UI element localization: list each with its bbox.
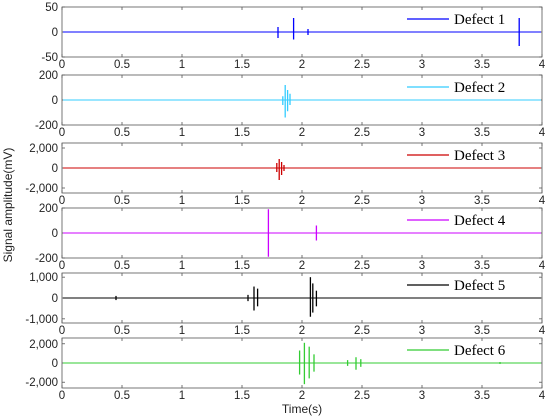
x-tick-label: 1 [179, 195, 185, 207]
y-tick-label: -200 [35, 253, 58, 265]
legend-label: Defect 1 [454, 12, 505, 28]
x-tick-label: 1.5 [234, 325, 250, 337]
y-tick-label: 0 [52, 293, 58, 305]
y-tick-label: 0 [52, 27, 58, 39]
x-tick-label: 2 [299, 325, 305, 337]
x-tick-label: 1.5 [234, 195, 250, 207]
x-tick-label: 3.5 [474, 260, 490, 272]
x-tick-label: 2 [299, 390, 305, 402]
y-tick-label: 0 [52, 358, 58, 370]
x-tick-label: 1 [179, 260, 185, 272]
x-tick-label: 3.5 [474, 325, 490, 337]
y-tick-label: 1,000 [29, 272, 58, 284]
y-tick-label: 200 [39, 70, 58, 82]
x-tick-label: 1.5 [234, 390, 250, 402]
y-tick-label: 2,000 [29, 143, 58, 155]
x-tick-label: 3.5 [474, 195, 490, 207]
y-tick-label: -200 [35, 120, 58, 132]
y-tick-label: -1,000 [25, 314, 58, 326]
y-tick-label: -2,000 [25, 377, 58, 389]
x-tick-label: 0.5 [114, 260, 130, 272]
x-tick-label: 1 [179, 325, 185, 337]
x-tick-label: 4 [539, 390, 546, 402]
x-tick-label: 3 [419, 325, 425, 337]
x-tick-label: 0 [59, 260, 65, 272]
x-tick-label: 0.5 [114, 325, 130, 337]
legend-label: Defect 6 [454, 343, 506, 359]
x-tick-label: 0 [59, 127, 65, 139]
x-tick-label: 2 [299, 195, 305, 207]
x-tick-label: 4 [539, 127, 546, 139]
x-tick-label: 0 [59, 325, 65, 337]
x-tick-label: 2.5 [354, 59, 370, 71]
x-tick-label: 1 [179, 127, 185, 139]
x-tick-label: 3.5 [474, 59, 490, 71]
x-tick-label: 2 [299, 59, 305, 71]
x-tick-label: 3 [419, 390, 425, 402]
legend-label: Defect 2 [454, 80, 505, 96]
y-tick-label: -2,000 [25, 183, 58, 195]
y-tick-label: 0 [52, 228, 58, 240]
x-tick-label: 1 [179, 390, 185, 402]
x-tick-label: 0.5 [114, 127, 130, 139]
x-axis-title: Time(s) [282, 402, 322, 416]
x-tick-label: 0 [59, 390, 65, 402]
x-tick-label: 4 [539, 195, 546, 207]
x-tick-label: 2 [299, 260, 305, 272]
x-tick-label: 3 [419, 59, 425, 71]
x-tick-label: 1 [179, 59, 185, 71]
x-tick-label: 4 [539, 260, 546, 272]
y-tick-label: 50 [45, 2, 58, 14]
x-tick-label: 2.5 [354, 260, 370, 272]
x-tick-label: 3 [419, 127, 425, 139]
x-tick-label: 0.5 [114, 59, 130, 71]
x-tick-label: 2.5 [354, 390, 370, 402]
y-tick-label: 0 [52, 163, 58, 175]
x-tick-label: 2.5 [354, 127, 370, 139]
x-tick-label: 3 [419, 195, 425, 207]
x-tick-label: 2.5 [354, 195, 370, 207]
x-tick-label: 1.5 [234, 127, 250, 139]
x-tick-label: 1.5 [234, 59, 250, 71]
legend-label: Defect 4 [454, 213, 506, 229]
x-tick-label: 0.5 [114, 195, 130, 207]
x-tick-label: 4 [539, 325, 546, 337]
x-tick-label: 3.5 [474, 390, 490, 402]
x-tick-label: 2.5 [354, 325, 370, 337]
y-tick-label: -50 [41, 52, 58, 64]
legend-label: Defect 3 [454, 148, 505, 164]
y-tick-label: 0 [52, 95, 58, 107]
x-tick-label: 2 [299, 127, 305, 139]
x-tick-label: 1.5 [234, 260, 250, 272]
y-axis-title: Signal amplitude(mV) [1, 148, 15, 263]
x-tick-label: 0 [59, 195, 65, 207]
x-tick-label: 0.5 [114, 390, 130, 402]
y-tick-label: 200 [39, 203, 58, 215]
legend-label: Defect 5 [454, 278, 505, 294]
y-tick-label: 2,000 [29, 339, 58, 351]
x-tick-label: 0 [59, 59, 65, 71]
x-tick-label: 4 [539, 59, 546, 71]
x-tick-label: 3 [419, 260, 425, 272]
x-tick-label: 3.5 [474, 127, 490, 139]
